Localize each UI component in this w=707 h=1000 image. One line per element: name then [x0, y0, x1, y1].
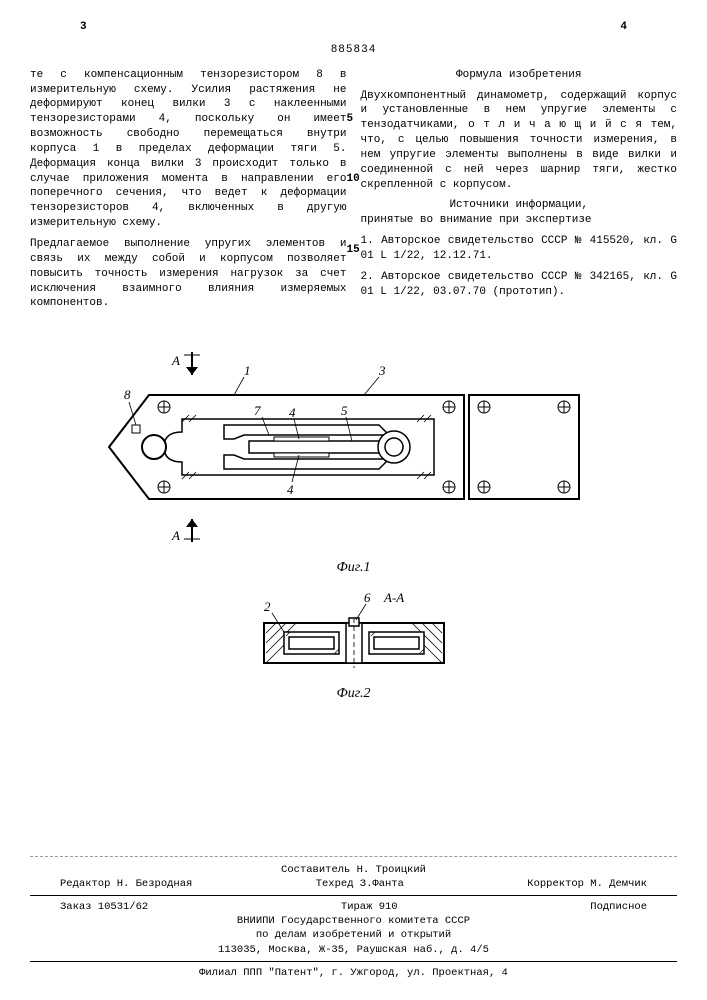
- para-2: Предлагаемое выполнение упругих элементо…: [30, 237, 347, 311]
- fig2-svg: A-А: [234, 588, 474, 683]
- text-columns: те с компенсационным тензорезистором 8 в…: [30, 68, 677, 318]
- svg-text:6: 6: [364, 590, 371, 605]
- sources-title: Источники информации,: [361, 198, 678, 213]
- labels-2: 2 6: [264, 590, 371, 614]
- source-1: 1. Авторское свидетельство СССР № 415520…: [361, 234, 678, 264]
- section-mark-top: A: [171, 352, 200, 375]
- fig1-svg: A: [94, 347, 614, 557]
- compiler: Составитель Н. Троицкий: [30, 863, 677, 877]
- line-num-10: 10: [347, 172, 360, 187]
- right-column: 5 10 15 Формула изобретения Двухкомпонен…: [361, 68, 678, 318]
- document-number: 885834: [30, 43, 677, 58]
- claim-text: Двухкомпонентный динамометр, содержащий …: [361, 89, 678, 193]
- org: ВНИИПИ Государственного комитета СССР: [30, 914, 677, 928]
- credits-row: Редактор Н. Безродная Техред З.Фанта Кор…: [30, 877, 677, 891]
- corrector: Корректор М. Демчик: [527, 877, 647, 891]
- patent-page: 3 4 885834 те с компенсационным тензорез…: [0, 0, 707, 1000]
- sources-subtitle: принятые во внимание при экспертизе: [361, 213, 678, 228]
- page-num-right: 4: [620, 20, 627, 35]
- page-num-left: 3: [80, 20, 87, 35]
- address: 113035, Москва, Ж-35, Раушская наб., д. …: [30, 943, 677, 957]
- svg-text:8: 8: [124, 387, 131, 402]
- order-row: Заказ 10531/62 Тираж 910 Подписное: [30, 900, 677, 914]
- source-2: 2. Авторское свидетельство СССР № 342165…: [361, 270, 678, 300]
- svg-text:5: 5: [341, 403, 348, 418]
- svg-text:1: 1: [244, 363, 251, 378]
- left-hole: [142, 435, 166, 459]
- footer: Составитель Н. Троицкий Редактор Н. Безр…: [30, 836, 677, 980]
- left-column: те с компенсационным тензорезистором 8 в…: [30, 68, 347, 318]
- svg-text:4: 4: [287, 482, 294, 497]
- para-1: те с компенсационным тензорезистором 8 в…: [30, 68, 347, 231]
- formula-title: Формула изобретения: [361, 68, 678, 83]
- svg-text:A: A: [171, 353, 180, 368]
- figure-2: A-А: [30, 588, 677, 704]
- fig2-caption: Фиг.2: [30, 685, 677, 704]
- line-num-15: 15: [347, 243, 360, 258]
- org2: по делам изобретений и открытий: [30, 928, 677, 942]
- center-pin: [346, 618, 362, 668]
- svg-text:7: 7: [254, 403, 261, 418]
- podpis: Подписное: [590, 900, 647, 914]
- svg-text:3: 3: [378, 363, 386, 378]
- figure-1: A: [30, 347, 677, 578]
- editor: Редактор Н. Безродная: [60, 877, 192, 891]
- tech: Техред З.Фанта: [316, 877, 404, 891]
- line-num-5: 5: [347, 112, 354, 127]
- svg-text:2: 2: [264, 599, 271, 614]
- section-label: A-А: [383, 590, 404, 605]
- sensor-8: [132, 425, 140, 433]
- section-mark-bottom: A: [171, 519, 200, 543]
- svg-text:A: A: [171, 528, 180, 543]
- fig1-caption: Фиг.1: [30, 559, 677, 578]
- filial: Филиал ППП "Патент", г. Ужгород, ул. Про…: [30, 966, 677, 980]
- tirazh: Тираж 910: [341, 900, 398, 914]
- page-header: 3 4: [30, 20, 677, 35]
- svg-text:4: 4: [289, 405, 296, 420]
- order: Заказ 10531/62: [60, 900, 148, 914]
